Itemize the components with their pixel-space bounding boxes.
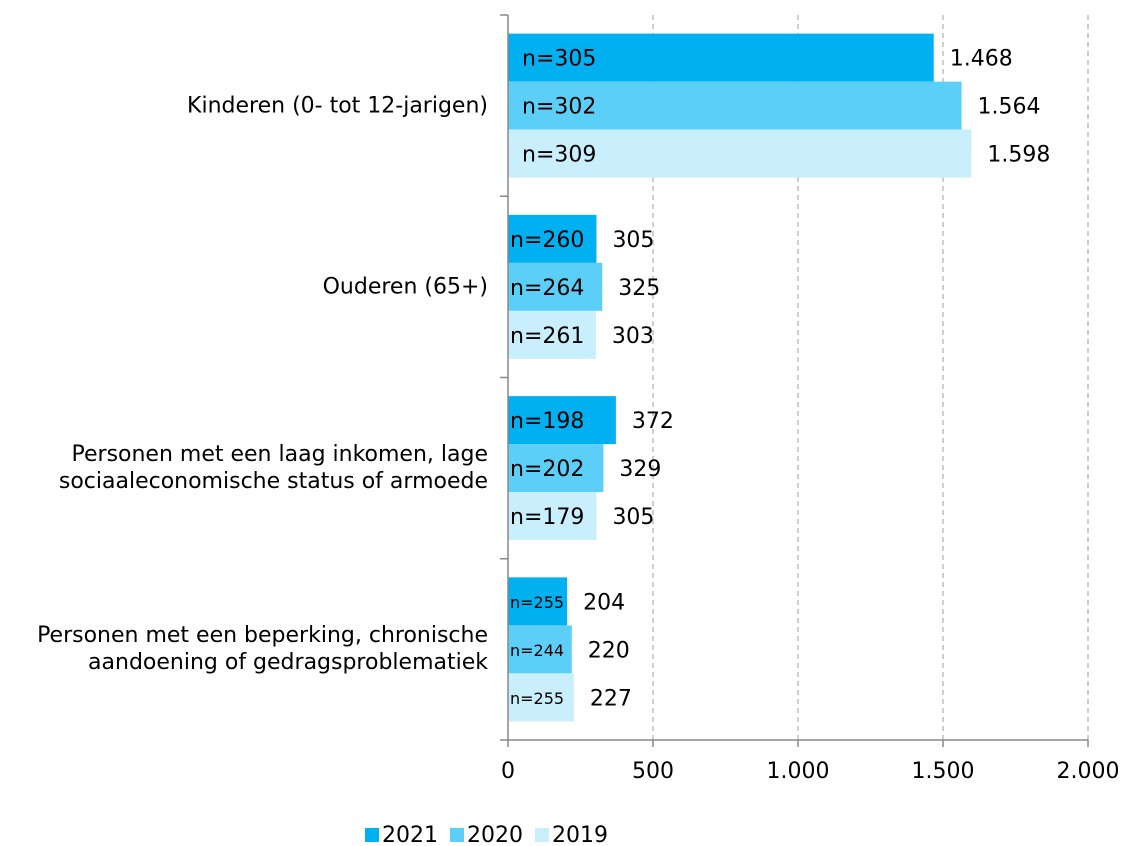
- bar: [508, 625, 572, 674]
- sample-size: n=309: [522, 143, 596, 168]
- legend-label: 2021: [382, 823, 438, 846]
- sample-size: n=305: [522, 47, 596, 72]
- data-label: 325: [618, 276, 660, 301]
- bar: [508, 81, 962, 130]
- data-label: 1.598: [987, 143, 1050, 168]
- bar: [508, 492, 597, 541]
- data-label: 1.468: [950, 47, 1013, 72]
- bar: [508, 396, 616, 445]
- x-tick-label: 2.000: [1057, 759, 1120, 784]
- category-label: Ouderen (65+): [322, 274, 488, 300]
- sample-size: n=179: [510, 505, 584, 530]
- sample-size: n=260: [510, 228, 584, 253]
- bar: [508, 444, 604, 493]
- data-label: 1.564: [978, 95, 1041, 120]
- bar: [508, 33, 934, 82]
- data-label: 204: [583, 590, 625, 615]
- sample-size: n=255: [510, 689, 564, 708]
- bar: [508, 577, 568, 626]
- sample-size: n=302: [522, 95, 596, 120]
- x-tick-label: 1.000: [767, 759, 830, 784]
- category-label: Personen met een laag inkomen, lage soci…: [58, 442, 488, 495]
- category-label: Personen met een beperking, chronische a…: [37, 623, 488, 676]
- category-label: Kinderen (0- tot 12-jarigen): [187, 93, 488, 119]
- data-label: 372: [632, 409, 674, 434]
- data-label: 227: [590, 686, 632, 711]
- x-tick-label: 500: [632, 759, 674, 784]
- bar: [508, 673, 574, 722]
- sample-size: n=264: [510, 276, 584, 301]
- sample-size: n=202: [510, 457, 584, 482]
- sample-size: n=261: [510, 324, 584, 349]
- bar: [508, 214, 597, 263]
- legend-swatch: [365, 828, 379, 842]
- legend-label: 2020: [467, 823, 523, 846]
- x-tick-label: 1.500: [912, 759, 975, 784]
- x-tick-label: 0: [501, 759, 515, 784]
- data-label: 329: [619, 457, 661, 482]
- sample-size: n=244: [510, 641, 564, 660]
- legend-swatch: [450, 828, 464, 842]
- data-label: 305: [612, 505, 654, 530]
- sample-size: n=198: [510, 409, 584, 434]
- legend-label: 2019: [552, 823, 608, 846]
- sample-size: n=255: [510, 593, 564, 612]
- data-label: 303: [612, 324, 654, 349]
- legend-swatch: [535, 828, 549, 842]
- data-label: 305: [612, 228, 654, 253]
- bar: [508, 310, 596, 359]
- bar: [508, 262, 603, 311]
- data-label: 220: [588, 638, 630, 663]
- bar: [508, 129, 972, 178]
